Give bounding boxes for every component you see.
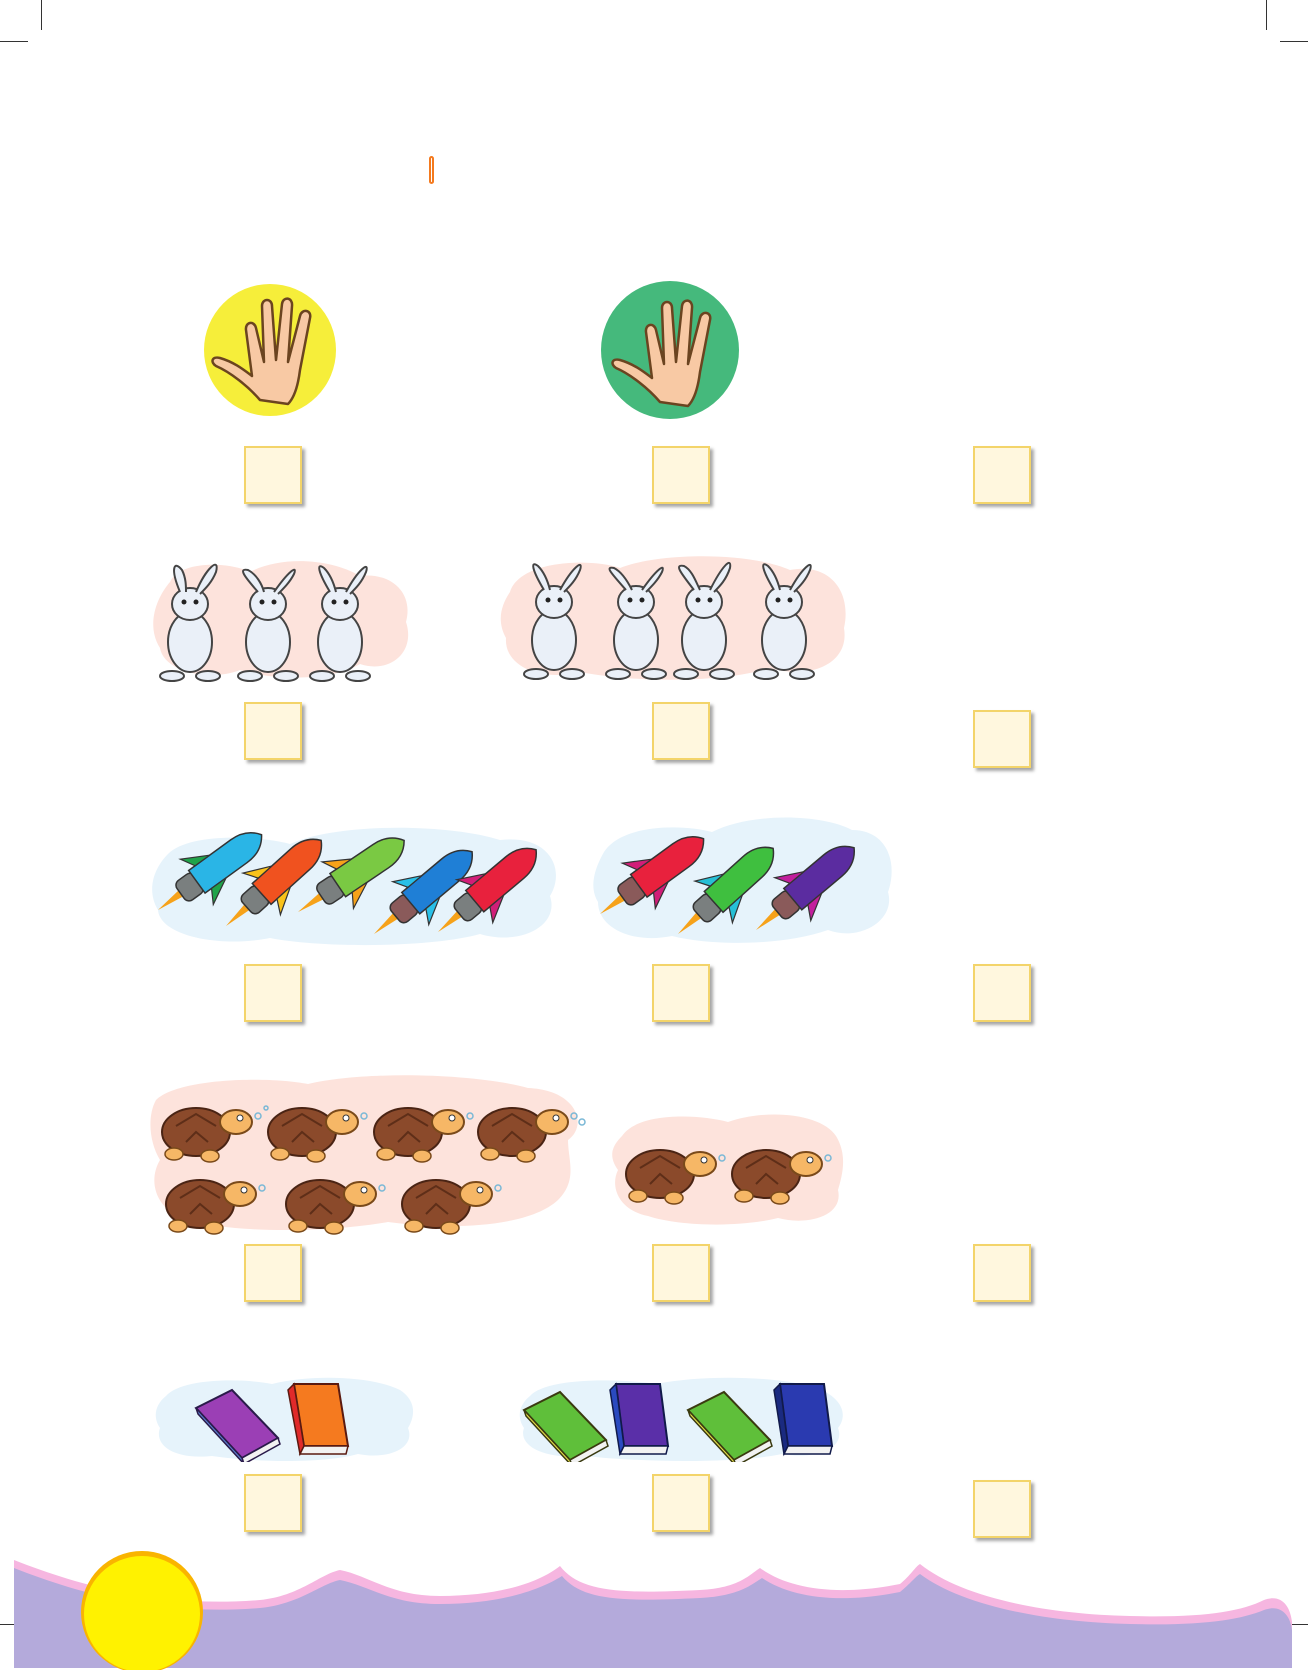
book-icon — [522, 1390, 609, 1462]
turtle-icon — [477, 1107, 586, 1163]
open-hand-icon — [211, 297, 312, 406]
answer-box[interactable] — [652, 1474, 710, 1532]
rabbit-icon — [523, 563, 585, 680]
crop-mark — [1280, 1624, 1308, 1625]
answer-box[interactable] — [652, 964, 710, 1022]
answer-box[interactable] — [652, 702, 710, 760]
rocket-icon — [226, 838, 323, 926]
hand-green-circle — [600, 280, 740, 420]
book-group-left — [152, 1372, 416, 1462]
rocket-icon — [158, 832, 263, 910]
rabbit-group-left — [150, 552, 416, 686]
turtle-icon — [267, 1107, 368, 1163]
turtle-icon — [731, 1149, 832, 1205]
answer-box[interactable] — [652, 1244, 710, 1302]
answer-box[interactable] — [973, 710, 1031, 768]
rocket-icon — [438, 847, 537, 932]
rabbit-icon — [605, 566, 667, 680]
turtle-icon — [625, 1149, 726, 1205]
rabbit-icon — [237, 568, 299, 682]
turtle-group-left — [148, 1070, 588, 1236]
book-icon — [773, 1382, 834, 1457]
book-icon — [686, 1390, 773, 1462]
answer-box[interactable] — [244, 702, 302, 760]
rabbit-icon — [753, 563, 815, 680]
rabbit-icon — [673, 562, 735, 680]
turtle-icon — [165, 1179, 266, 1235]
rabbit-icon — [309, 565, 371, 682]
rocket-icon — [374, 849, 473, 934]
book-icon — [287, 1382, 350, 1457]
answer-box[interactable] — [973, 446, 1031, 504]
crop-mark — [41, 0, 42, 30]
answer-box[interactable] — [973, 1480, 1031, 1538]
answer-box[interactable] — [244, 964, 302, 1022]
sun — [80, 1546, 204, 1670]
title-marker — [429, 156, 434, 184]
bottom-wave — [0, 1556, 1308, 1668]
answer-box[interactable] — [244, 1244, 302, 1302]
answer-box[interactable] — [973, 1244, 1031, 1302]
turtle-group-right — [608, 1106, 848, 1226]
rocket-group-right — [592, 808, 896, 948]
rocket-group-left — [150, 814, 564, 948]
rabbit-icon — [159, 563, 221, 682]
hand-yellow-circle — [202, 282, 338, 418]
book-icon — [194, 1388, 281, 1462]
turtle-icon — [401, 1179, 502, 1235]
turtle-icon — [373, 1107, 474, 1163]
turtle-icon — [285, 1179, 386, 1235]
rabbit-group-right — [500, 548, 850, 686]
book-icon — [609, 1382, 670, 1457]
crop-mark — [1266, 0, 1267, 30]
rocket-icon — [600, 836, 705, 914]
rocket-icon — [678, 846, 775, 934]
book-group-right — [516, 1372, 848, 1462]
answer-box[interactable] — [973, 964, 1031, 1022]
answer-box[interactable] — [652, 446, 710, 504]
open-hand-icon — [611, 299, 712, 408]
answer-box[interactable] — [244, 446, 302, 504]
crop-mark — [1280, 41, 1308, 42]
turtle-icon — [161, 1105, 269, 1163]
rocket-icon — [298, 837, 405, 912]
rocket-icon — [756, 845, 855, 930]
answer-box[interactable] — [244, 1474, 302, 1532]
crop-mark — [0, 41, 28, 42]
